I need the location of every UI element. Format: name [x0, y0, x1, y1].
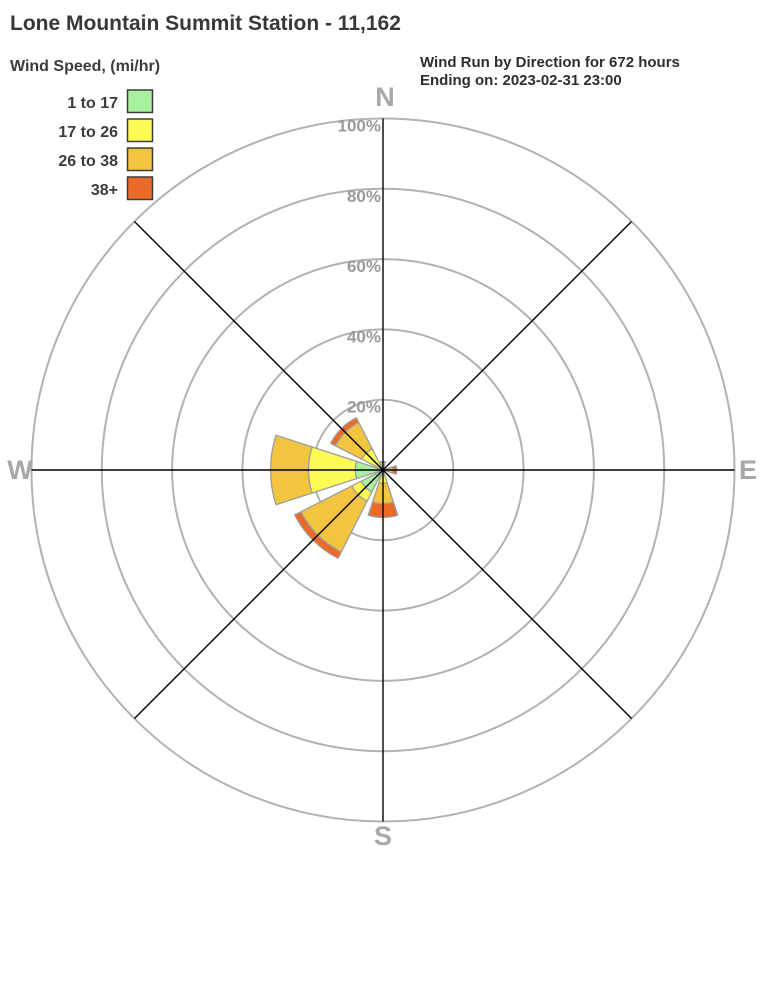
legend-title: Wind Speed, (mi/hr): [10, 58, 160, 75]
axis-line: [133, 220, 633, 720]
legend-swatch-yellow: [126, 118, 154, 143]
legend-item-label: 1 to 17: [67, 95, 118, 112]
legend-swatch-green: [126, 89, 154, 114]
legend-item: 38+: [91, 176, 154, 201]
ring-label-40: 40%: [347, 327, 381, 346]
compass-label-west: W: [7, 455, 33, 485]
legend-item-label: 26 to 38: [58, 153, 118, 170]
compass-label-south: S: [374, 821, 392, 851]
ring-label-60: 60%: [347, 257, 381, 276]
ring-label-80: 80%: [347, 187, 381, 206]
chart-info: Wind Run by Direction for 672 hours Endi…: [420, 54, 680, 89]
info-line-1: Wind Run by Direction for 672 hours: [420, 54, 680, 71]
compass-label-east: E: [739, 455, 757, 485]
legend-item-label: 17 to 26: [58, 124, 118, 141]
ring-labels: 20% 40% 60% 80% 100%: [338, 117, 381, 417]
petal-segment-SW-bin3: [294, 511, 342, 559]
compass-axes: [31, 118, 735, 822]
legend: Wind Speed, (mi/hr) 1 to 17 17 to 26 26 …: [10, 58, 160, 201]
wind-petals: [269, 417, 399, 559]
ring-label-100: 100%: [338, 117, 381, 136]
legend-item-label: 38+: [91, 182, 118, 199]
info-line-2: Ending on: 2023-02-31 23:00: [420, 72, 622, 89]
page-title: Lone Mountain Summit Station - 11,162: [10, 12, 401, 35]
ring-label-20: 20%: [347, 398, 381, 417]
legend-item: 26 to 38: [58, 147, 154, 172]
legend-item: 17 to 26: [58, 118, 154, 143]
compass-label-north: N: [375, 82, 395, 112]
legend-item: 1 to 17: [67, 89, 154, 114]
legend-swatch-amber: [126, 147, 154, 172]
legend-swatch-orange: [126, 176, 154, 201]
